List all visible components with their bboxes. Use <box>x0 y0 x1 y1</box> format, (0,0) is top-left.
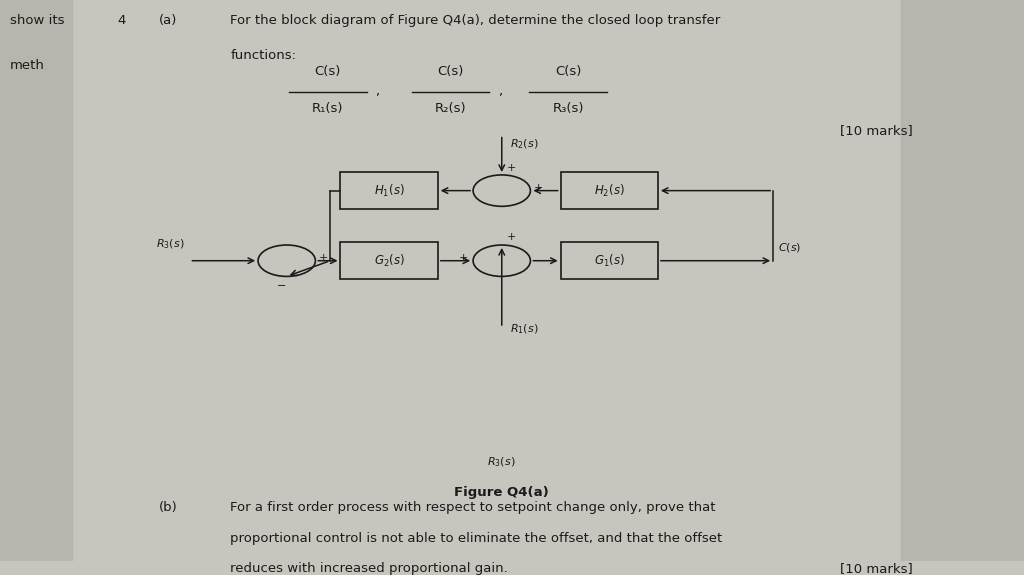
Text: +: + <box>534 183 543 193</box>
Bar <box>340 243 438 279</box>
Text: [10 marks]: [10 marks] <box>840 124 912 137</box>
Text: $R_1(s)$: $R_1(s)$ <box>510 323 539 336</box>
Text: $R_2(s)$: $R_2(s)$ <box>510 137 539 151</box>
Text: $C(s)$: $C(s)$ <box>778 241 802 254</box>
Bar <box>561 172 657 209</box>
Text: show its: show its <box>10 14 65 27</box>
Text: 4: 4 <box>118 14 126 27</box>
Text: proportional control is not able to eliminate the offset, and that the offset: proportional control is not able to elim… <box>230 531 723 545</box>
Text: Figure Q4(a): Figure Q4(a) <box>455 486 549 499</box>
Text: meth: meth <box>10 59 45 72</box>
Text: $H_1(s)$: $H_1(s)$ <box>374 183 404 199</box>
Text: $R_3(s)$: $R_3(s)$ <box>487 455 516 469</box>
Text: $H_2(s)$: $H_2(s)$ <box>594 183 625 199</box>
Text: +: + <box>459 253 468 263</box>
Text: reduces with increased proportional gain.: reduces with increased proportional gain… <box>230 562 508 575</box>
Bar <box>561 243 657 279</box>
Text: $G_2(s)$: $G_2(s)$ <box>374 252 404 269</box>
Text: ,: , <box>498 86 502 98</box>
Bar <box>0 0 72 561</box>
Text: (b): (b) <box>159 501 177 513</box>
Text: $G_1(s)$: $G_1(s)$ <box>594 252 625 269</box>
Text: +: + <box>507 163 516 173</box>
Text: [10 marks]: [10 marks] <box>840 562 912 575</box>
Text: R₃(s): R₃(s) <box>553 102 584 115</box>
Text: $R_3(s)$: $R_3(s)$ <box>156 237 184 251</box>
Text: +: + <box>507 232 516 242</box>
Text: (a): (a) <box>159 14 177 27</box>
Bar <box>901 0 1024 561</box>
Text: functions:: functions: <box>230 49 296 62</box>
Text: R₂(s): R₂(s) <box>435 102 466 115</box>
Text: −: − <box>276 281 287 291</box>
Text: For the block diagram of Figure Q4(a), determine the closed loop transfer: For the block diagram of Figure Q4(a), d… <box>230 14 721 27</box>
Text: ,: , <box>375 86 379 98</box>
Bar <box>340 172 438 209</box>
Text: C(s): C(s) <box>314 66 341 79</box>
Text: +: + <box>318 253 328 263</box>
Text: For a first order process with respect to setpoint change only, prove that: For a first order process with respect t… <box>230 501 716 513</box>
Text: R₁(s): R₁(s) <box>312 102 343 115</box>
Text: C(s): C(s) <box>437 66 464 79</box>
Text: C(s): C(s) <box>555 66 582 79</box>
